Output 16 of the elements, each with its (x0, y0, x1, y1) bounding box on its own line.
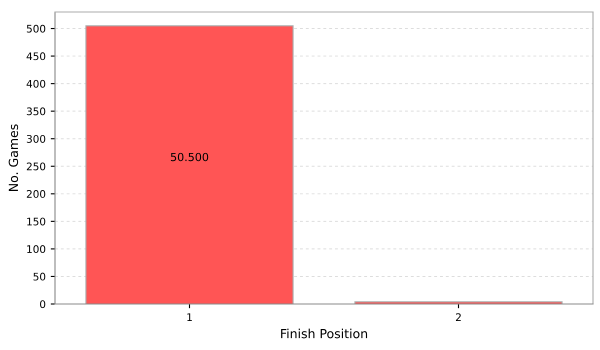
y-tick-label: 150 (27, 218, 46, 226)
x-tick-label: 1 (187, 313, 192, 321)
y-tick-label: 400 (26, 80, 46, 88)
x-tick-label: 2 (456, 313, 461, 321)
y-tick-label: 500 (26, 24, 46, 33)
annotation: 50.500 (170, 152, 208, 162)
y-tick-label: 200 (26, 190, 46, 198)
y-axis-title: No. Games (8, 124, 18, 191)
y-tick-label: 250 (26, 162, 46, 170)
y-tick-label: 100 (27, 245, 46, 254)
y-tick-label: 350 (26, 107, 46, 116)
y-tick-label: 300 (26, 134, 46, 143)
x-axis-title: Finish Position (281, 328, 368, 338)
y-tick-label: 50 (34, 272, 46, 281)
y-tick-label: 450 (26, 52, 46, 60)
y-tick-label: 0 (40, 300, 46, 308)
